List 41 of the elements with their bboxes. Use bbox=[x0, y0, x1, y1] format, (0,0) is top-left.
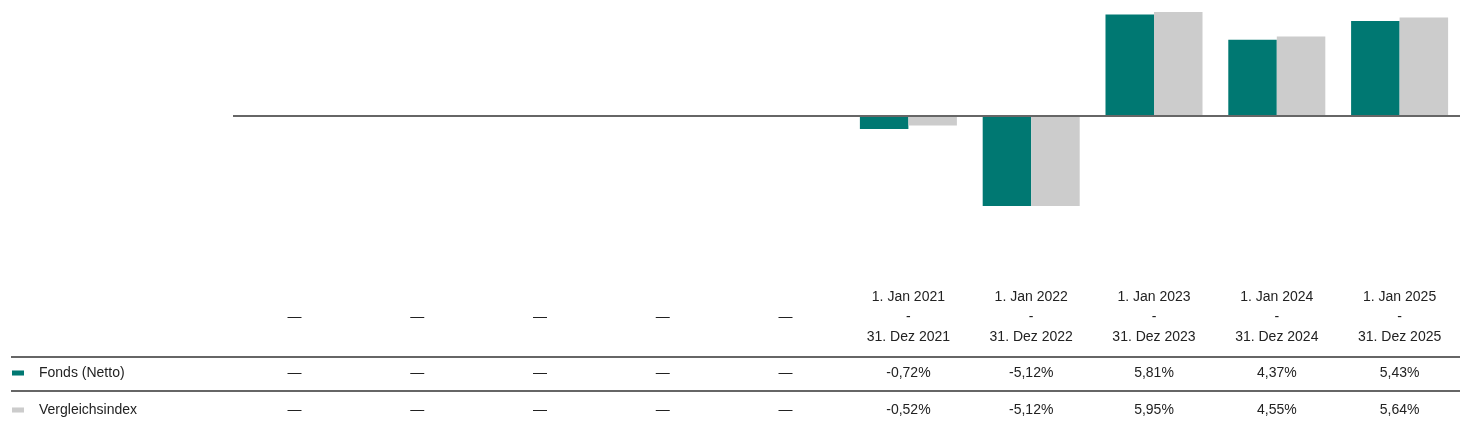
text: — bbox=[287, 401, 302, 417]
data-label: -0,52% bbox=[886, 401, 931, 417]
data-label: -5,12% bbox=[1009, 401, 1054, 417]
data-label: 5,43% bbox=[1379, 364, 1420, 380]
data-label: 4,55% bbox=[1256, 401, 1297, 417]
bar bbox=[1276, 36, 1326, 117]
text: — bbox=[410, 401, 425, 417]
bar bbox=[1105, 14, 1154, 117]
bar bbox=[859, 116, 909, 129]
text: — bbox=[655, 364, 670, 380]
x-tick-label: — bbox=[533, 307, 547, 324]
bar bbox=[982, 116, 1032, 206]
bar bbox=[1228, 39, 1277, 117]
text: — bbox=[778, 401, 793, 417]
bar bbox=[1351, 21, 1400, 117]
x-tick-label: 1. Jan 2024 - 31. Dez 2024 bbox=[1235, 287, 1319, 344]
data-label: 4,37% bbox=[1256, 364, 1297, 380]
data-label: -5,12% bbox=[1009, 364, 1054, 380]
bar bbox=[1031, 116, 1080, 206]
legend-label: Vergleichsindex bbox=[39, 401, 138, 417]
x-tick-label: 1. Jan 2022 - 31. Dez 2022 bbox=[989, 287, 1074, 344]
text: — bbox=[410, 364, 425, 380]
text: — bbox=[533, 364, 547, 380]
x-tick-label: — bbox=[778, 307, 793, 324]
x-tick-label: — bbox=[655, 307, 670, 324]
x-tick-label: 1. Jan 2023 - 31. Dez 2023 bbox=[1112, 287, 1196, 344]
legend-label: Fonds (Netto) bbox=[39, 364, 125, 380]
x-tick-label: — bbox=[287, 307, 302, 324]
text: — bbox=[287, 364, 302, 380]
data-label: 5,95% bbox=[1134, 401, 1174, 417]
x-tick-label: 1. Jan 2025 - 31. Dez 2025 bbox=[1357, 287, 1442, 344]
text: — bbox=[778, 364, 793, 380]
bar bbox=[1154, 12, 1203, 117]
data-label: 5,64% bbox=[1379, 401, 1420, 417]
x-tick-label: 1. Jan 2021 - 31. Dez 2021 bbox=[866, 287, 951, 344]
text: — bbox=[533, 401, 547, 417]
bar bbox=[1399, 17, 1449, 117]
data-label: 5,81% bbox=[1134, 364, 1174, 380]
x-tick-label: — bbox=[410, 307, 425, 324]
text: — bbox=[655, 401, 670, 417]
data-label: -0,72% bbox=[886, 364, 931, 380]
